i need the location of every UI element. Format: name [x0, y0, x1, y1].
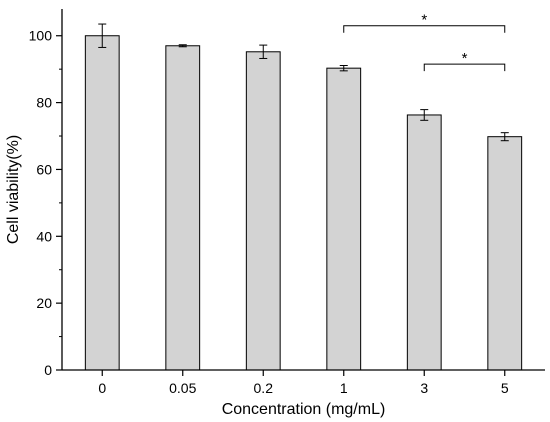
bar-0.2 [245, 51, 281, 371]
y-axis-label: Cell viability(%) [5, 135, 22, 244]
error-bar-1 [339, 64, 348, 72]
x-tick-label: 0.05 [169, 380, 196, 396]
x-tick-label: 3 [420, 380, 428, 396]
x-tick-label: 0.2 [254, 380, 274, 396]
bars-layer [84, 35, 523, 371]
significance-bracket: * [423, 50, 506, 72]
error-bar-0 [98, 23, 107, 48]
y-tick-label: 40 [36, 228, 52, 244]
bar-1 [326, 67, 362, 371]
error-bar-5 [500, 132, 509, 142]
bar-5 [487, 136, 523, 371]
significance-bracket: * [343, 12, 506, 33]
axes-layer [61, 9, 545, 371]
y-tick-label: 60 [36, 161, 52, 177]
y-tick-label: 80 [36, 95, 52, 111]
x-tick-label: 0 [98, 380, 106, 396]
bar-0 [84, 35, 120, 371]
error-bars-layer [98, 23, 509, 142]
y-ticks-layer: 0 20 40 60 80 100 [29, 28, 62, 378]
significance-label: * [421, 12, 427, 29]
x-tick-label: 1 [340, 380, 348, 396]
x-tick-label: 5 [501, 380, 509, 396]
y-tick-label: 0 [44, 362, 52, 378]
significance-label: * [462, 50, 468, 67]
error-bar-0.2 [259, 44, 268, 59]
x-axis-label: Concentration (mg/mL) [222, 401, 386, 418]
error-bar-3 [420, 109, 429, 121]
y-tick-label: 20 [36, 295, 52, 311]
significance-layer: ** [343, 12, 506, 72]
bracket-line [423, 63, 506, 72]
x-ticks-layer: 0 0.05 0.2 1 3 5 [98, 370, 509, 396]
bracket-line [343, 25, 506, 33]
error-bar-0.05 [178, 44, 187, 48]
y-tick-label: 100 [29, 28, 53, 44]
bar-0.05 [165, 45, 201, 371]
bar-3 [406, 114, 442, 371]
